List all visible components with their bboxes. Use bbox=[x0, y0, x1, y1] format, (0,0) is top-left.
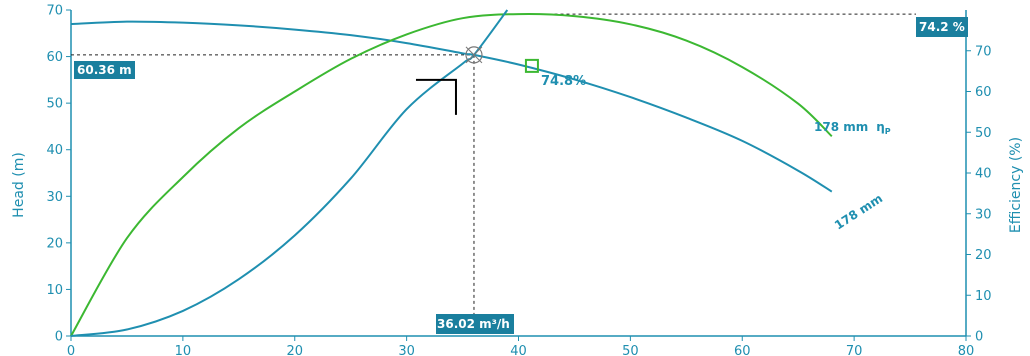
x-axis-ticks: 0 10 20 30 40 50 60 70 80 bbox=[67, 336, 974, 356]
system-curve bbox=[70, 9, 509, 337]
value-boxes: 60.36 m 36.02 m³/h 74.2 % bbox=[74, 17, 968, 334]
efficiency-curve-label-symbol: η bbox=[876, 120, 885, 134]
curve-labels: 178 mm 178 mm ηP 74.8% bbox=[541, 74, 891, 233]
flow-value-box bbox=[436, 314, 514, 334]
efficiency-curve-label: 178 mm ηP bbox=[814, 120, 891, 136]
y-left-tick-label: 50 bbox=[46, 97, 63, 112]
x-tick-label: 70 bbox=[846, 344, 863, 356]
y-left-tick-label: 20 bbox=[46, 236, 63, 251]
x-tick-label: 40 bbox=[510, 344, 527, 356]
y-left-tick-label: 60 bbox=[46, 50, 63, 65]
y-right-axis-ticks: 0 10 20 30 40 50 60 70 bbox=[966, 44, 992, 345]
y-right-tick-label: 10 bbox=[975, 289, 992, 304]
flow-value-label: 36.02 m³/h bbox=[437, 317, 510, 331]
y-right-tick-label: 50 bbox=[975, 126, 992, 141]
x-tick-label: 10 bbox=[175, 344, 192, 356]
head-value-box bbox=[74, 61, 135, 79]
x-tick-label: 30 bbox=[398, 344, 415, 356]
y-left-axis-title: Head (m) bbox=[11, 152, 27, 218]
x-tick-label: 20 bbox=[286, 344, 303, 356]
y-right-axis-title: Efficiency (%) bbox=[1008, 137, 1024, 233]
y-right-tick-label: 30 bbox=[975, 207, 992, 222]
y-left-tick-label: 0 bbox=[55, 330, 63, 345]
y-right-tick-label: 20 bbox=[975, 248, 992, 263]
curves bbox=[70, 9, 833, 337]
x-tick-label: 0 bbox=[67, 344, 75, 356]
head-curve-178mm bbox=[70, 20, 833, 193]
efficiency-curve-label-subscript: P bbox=[885, 127, 891, 136]
tolerance-bracket bbox=[415, 78, 457, 115]
y-right-tick-label: 0 bbox=[975, 330, 983, 345]
max-efficiency-box bbox=[916, 17, 968, 37]
y-left-tick-label: 10 bbox=[46, 283, 63, 298]
efficiency-curve-label-size: 178 mm bbox=[814, 120, 868, 134]
operating-point-marker bbox=[465, 46, 483, 64]
bep-label: 74.8% bbox=[541, 74, 586, 89]
efficiency-curve-178mm bbox=[70, 13, 833, 337]
y-left-axis-ticks: 0 10 20 30 40 50 60 70 bbox=[46, 4, 71, 345]
markers bbox=[415, 46, 539, 115]
y-left-tick-label: 40 bbox=[46, 143, 63, 158]
bep-marker bbox=[524, 58, 539, 73]
x-tick-label: 60 bbox=[734, 344, 751, 356]
y-right-tick-label: 60 bbox=[975, 85, 992, 100]
operating-point-guides bbox=[71, 13, 916, 336]
head-value-label: 60.36 m bbox=[77, 63, 132, 77]
x-tick-label: 50 bbox=[622, 344, 639, 356]
operating-point-cross bbox=[465, 46, 483, 64]
axes bbox=[70, 10, 967, 337]
y-left-tick-label: 30 bbox=[46, 190, 63, 205]
y-right-tick-label: 70 bbox=[975, 44, 992, 59]
y-right-tick-label: 40 bbox=[975, 167, 992, 182]
max-efficiency-label: 74.2 % bbox=[919, 20, 965, 34]
x-tick-label: 80 bbox=[958, 344, 975, 356]
head-curve-label: 178 mm bbox=[832, 191, 885, 232]
y-left-tick-label: 70 bbox=[46, 4, 63, 19]
